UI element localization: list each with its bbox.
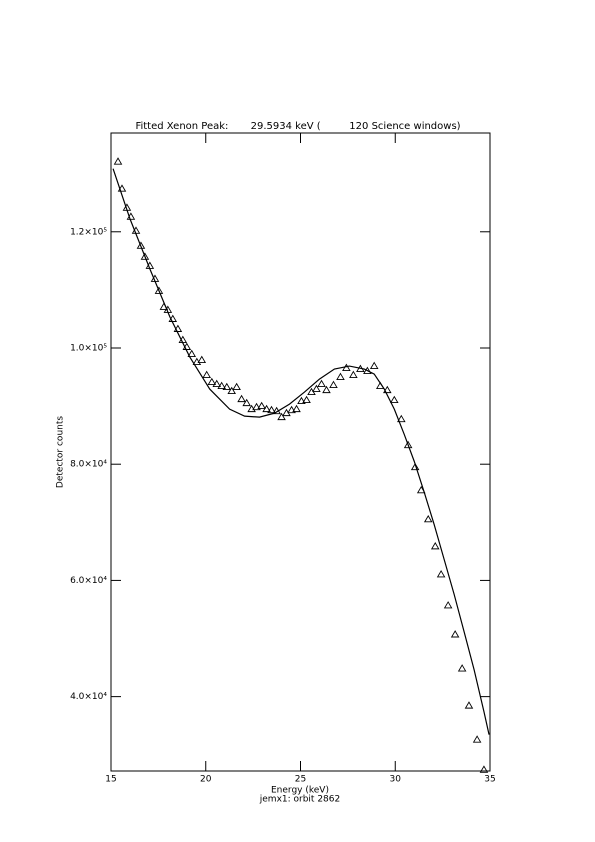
data-point bbox=[403, 440, 413, 449]
data-point bbox=[136, 241, 146, 249]
x-tick-label: 25 bbox=[295, 775, 306, 785]
data-point bbox=[390, 395, 399, 404]
data-point bbox=[113, 157, 123, 165]
data-point bbox=[222, 382, 232, 391]
fit-line bbox=[112, 168, 490, 735]
y-tick-label: 1.0×10⁵ bbox=[70, 343, 107, 353]
subtitle: jemx1: orbit 2862 bbox=[259, 795, 340, 805]
data-point bbox=[202, 370, 211, 379]
x-tick-label: 20 bbox=[200, 775, 212, 785]
data-point bbox=[383, 385, 392, 394]
data-point bbox=[242, 398, 251, 407]
data-point bbox=[472, 735, 482, 743]
data-point bbox=[450, 630, 460, 638]
data-point bbox=[232, 382, 241, 391]
y-tick-label: 8.0×10⁴ bbox=[70, 460, 107, 470]
data-point bbox=[302, 395, 311, 404]
data-point bbox=[212, 379, 222, 388]
x-tick-label: 15 bbox=[105, 775, 116, 785]
y-axis-label: Detector counts bbox=[56, 416, 66, 488]
data-point bbox=[257, 401, 266, 410]
data-point bbox=[349, 370, 358, 379]
data-point bbox=[207, 377, 217, 386]
data-point bbox=[252, 402, 261, 411]
data-point bbox=[197, 355, 207, 363]
y-tick-label: 6.0×10⁴ bbox=[70, 576, 107, 586]
data-point bbox=[369, 361, 379, 370]
data-point bbox=[317, 379, 326, 388]
data-point bbox=[479, 765, 489, 773]
data-point bbox=[292, 404, 301, 413]
x-tick-label: 30 bbox=[390, 775, 402, 785]
chart-title: Fitted Xenon Peak: 29.5934 keV ( 120 Sci… bbox=[135, 121, 460, 132]
x-axis-label: Energy (keV) bbox=[271, 786, 329, 796]
data-point bbox=[277, 412, 286, 421]
data-point bbox=[287, 405, 296, 414]
data-point bbox=[423, 514, 433, 523]
data-point bbox=[297, 396, 306, 405]
data-point bbox=[397, 414, 406, 423]
data-point bbox=[410, 462, 420, 471]
data-point bbox=[217, 381, 226, 389]
data-point bbox=[443, 601, 453, 609]
data-point bbox=[237, 394, 246, 403]
data-point bbox=[457, 664, 467, 672]
data-point bbox=[267, 405, 276, 414]
data-point bbox=[227, 386, 236, 395]
y-tick-label: 1.2×10⁵ bbox=[70, 227, 107, 237]
data-point bbox=[262, 404, 271, 413]
data-point bbox=[336, 372, 345, 380]
data-point bbox=[430, 541, 440, 550]
x-tick-label: 35 bbox=[484, 775, 495, 785]
data-point bbox=[363, 366, 372, 375]
y-tick-label: 4.0×10⁴ bbox=[70, 692, 107, 702]
data-point bbox=[154, 286, 164, 294]
data-point bbox=[464, 701, 474, 709]
data-point bbox=[187, 349, 197, 357]
data-point bbox=[312, 384, 321, 393]
data-point bbox=[436, 570, 446, 578]
data-point bbox=[329, 380, 338, 389]
data-point bbox=[140, 252, 150, 260]
data-point bbox=[322, 385, 331, 394]
